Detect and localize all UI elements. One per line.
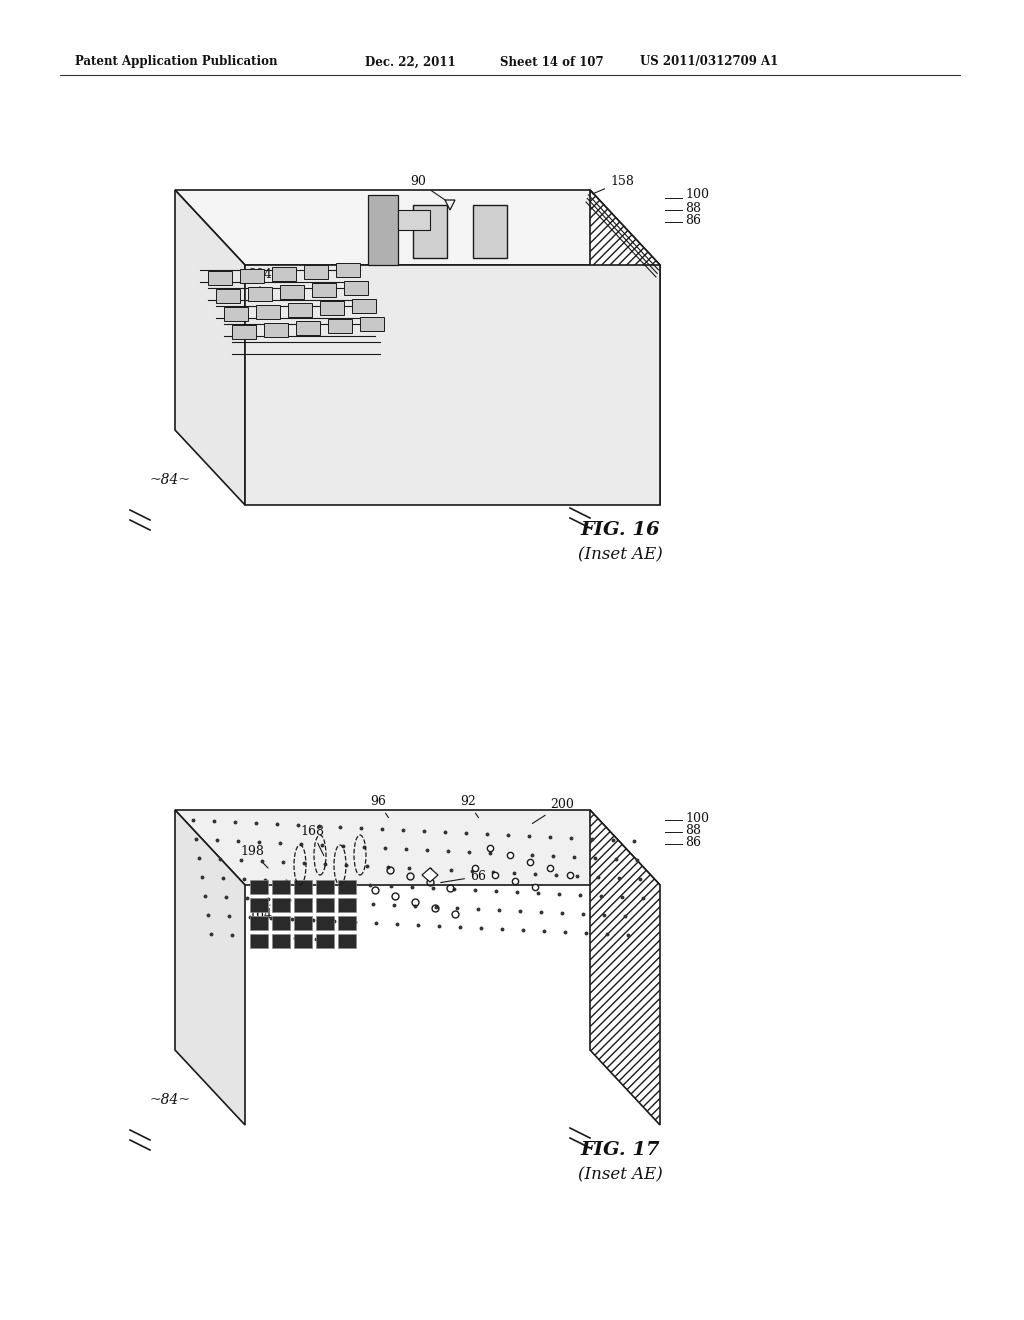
Polygon shape — [288, 304, 312, 317]
Text: 168: 168 — [300, 825, 324, 855]
Polygon shape — [360, 317, 384, 331]
Polygon shape — [232, 325, 256, 339]
Polygon shape — [294, 880, 312, 894]
Polygon shape — [338, 880, 356, 894]
Polygon shape — [422, 869, 438, 882]
Polygon shape — [316, 880, 334, 894]
Text: 88: 88 — [685, 202, 701, 214]
Text: 198: 198 — [240, 845, 268, 869]
Polygon shape — [175, 810, 660, 884]
Polygon shape — [248, 286, 272, 301]
Text: 96: 96 — [370, 795, 388, 817]
Polygon shape — [294, 916, 312, 931]
Text: Patent Application Publication: Patent Application Publication — [75, 55, 278, 69]
Polygon shape — [590, 810, 660, 1125]
Text: 100: 100 — [685, 189, 709, 202]
Text: US 2011/0312709 A1: US 2011/0312709 A1 — [640, 55, 778, 69]
Polygon shape — [312, 282, 336, 297]
Polygon shape — [338, 916, 356, 931]
Polygon shape — [319, 301, 344, 315]
Polygon shape — [336, 263, 360, 277]
Polygon shape — [304, 265, 328, 279]
Polygon shape — [250, 935, 268, 948]
Text: 164: 164 — [248, 906, 272, 921]
Polygon shape — [368, 195, 398, 265]
Text: (Inset AE): (Inset AE) — [578, 1167, 663, 1184]
Polygon shape — [316, 916, 334, 931]
Polygon shape — [245, 265, 660, 506]
Text: 204: 204 — [248, 268, 272, 289]
Polygon shape — [240, 269, 264, 282]
Polygon shape — [316, 935, 334, 948]
Polygon shape — [216, 289, 240, 304]
Polygon shape — [224, 308, 248, 321]
Text: 200: 200 — [532, 799, 573, 824]
Polygon shape — [413, 205, 447, 257]
Polygon shape — [398, 210, 430, 230]
Text: 86: 86 — [685, 836, 701, 849]
Text: FIG. 17: FIG. 17 — [581, 1140, 659, 1159]
Polygon shape — [590, 190, 660, 506]
Polygon shape — [250, 880, 268, 894]
Polygon shape — [250, 916, 268, 931]
Polygon shape — [352, 300, 376, 313]
Polygon shape — [344, 281, 368, 294]
Text: FIG. 16: FIG. 16 — [581, 521, 659, 539]
Polygon shape — [272, 898, 290, 912]
Polygon shape — [256, 305, 280, 319]
Polygon shape — [338, 898, 356, 912]
Text: 88: 88 — [685, 824, 701, 837]
Text: 86: 86 — [685, 214, 701, 227]
Polygon shape — [296, 321, 319, 335]
Polygon shape — [280, 285, 304, 300]
Polygon shape — [264, 323, 288, 337]
Text: ~84~: ~84~ — [150, 1093, 190, 1107]
Polygon shape — [208, 271, 232, 285]
Text: 66: 66 — [440, 870, 486, 883]
Polygon shape — [250, 898, 268, 912]
Polygon shape — [294, 898, 312, 912]
Polygon shape — [294, 935, 312, 948]
Polygon shape — [338, 935, 356, 948]
Text: (Inset AE): (Inset AE) — [578, 546, 663, 564]
Polygon shape — [328, 319, 352, 333]
Polygon shape — [272, 935, 290, 948]
Text: Dec. 22, 2011: Dec. 22, 2011 — [365, 55, 456, 69]
Text: 158: 158 — [593, 176, 634, 194]
Polygon shape — [175, 190, 660, 265]
Polygon shape — [473, 205, 507, 257]
Text: 90: 90 — [410, 176, 445, 201]
Text: 100: 100 — [685, 812, 709, 825]
Text: ~84~: ~84~ — [150, 473, 190, 487]
Polygon shape — [175, 810, 245, 1125]
Polygon shape — [272, 267, 296, 281]
Polygon shape — [272, 880, 290, 894]
Polygon shape — [175, 190, 245, 506]
Text: 92: 92 — [460, 795, 478, 817]
Polygon shape — [272, 916, 290, 931]
Text: Sheet 14 of 107: Sheet 14 of 107 — [500, 55, 603, 69]
Polygon shape — [316, 898, 334, 912]
